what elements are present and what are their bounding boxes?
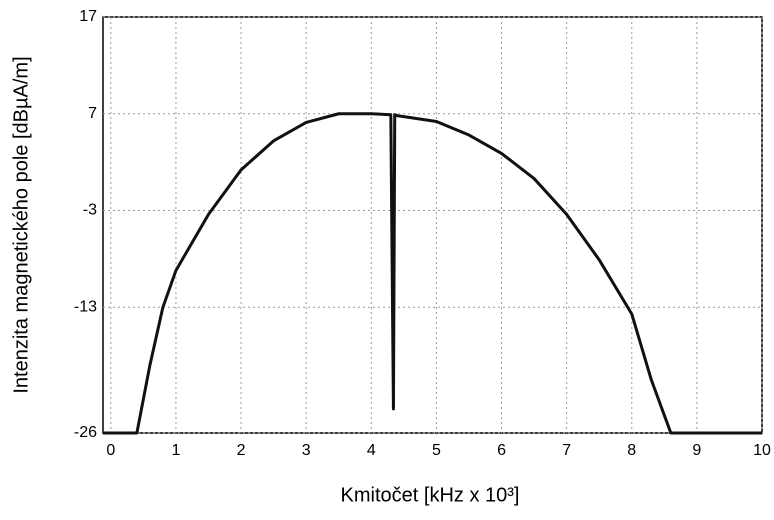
x-tick-label: 0: [106, 442, 115, 459]
x-axis-label: Kmitočet [kHz x 10³]: [341, 484, 520, 506]
x-tick-label: 9: [692, 442, 701, 459]
x-tick-label: 7: [562, 442, 571, 459]
x-tick-label: 3: [302, 442, 311, 459]
y-tick-label: 17: [79, 8, 97, 25]
x-tick-label: 5: [432, 442, 441, 459]
x-tick-label: 2: [237, 442, 246, 459]
y-axis-label: Intenzita magnetického pole [dBµA/m]: [10, 56, 32, 393]
plot-frame: [102, 16, 763, 434]
x-tick-label: 8: [627, 442, 636, 459]
x-tick-label: 6: [497, 442, 506, 459]
data-line: [103, 112, 762, 435]
x-tick-label: 1: [171, 442, 180, 459]
x-tick-label: 10: [753, 442, 771, 459]
y-tick-label: -26: [74, 424, 97, 441]
y-tick-label: -3: [83, 202, 97, 219]
x-tick-label: 4: [367, 442, 376, 459]
y-tick-label: 7: [88, 105, 97, 122]
y-tick-label: -13: [74, 298, 97, 315]
